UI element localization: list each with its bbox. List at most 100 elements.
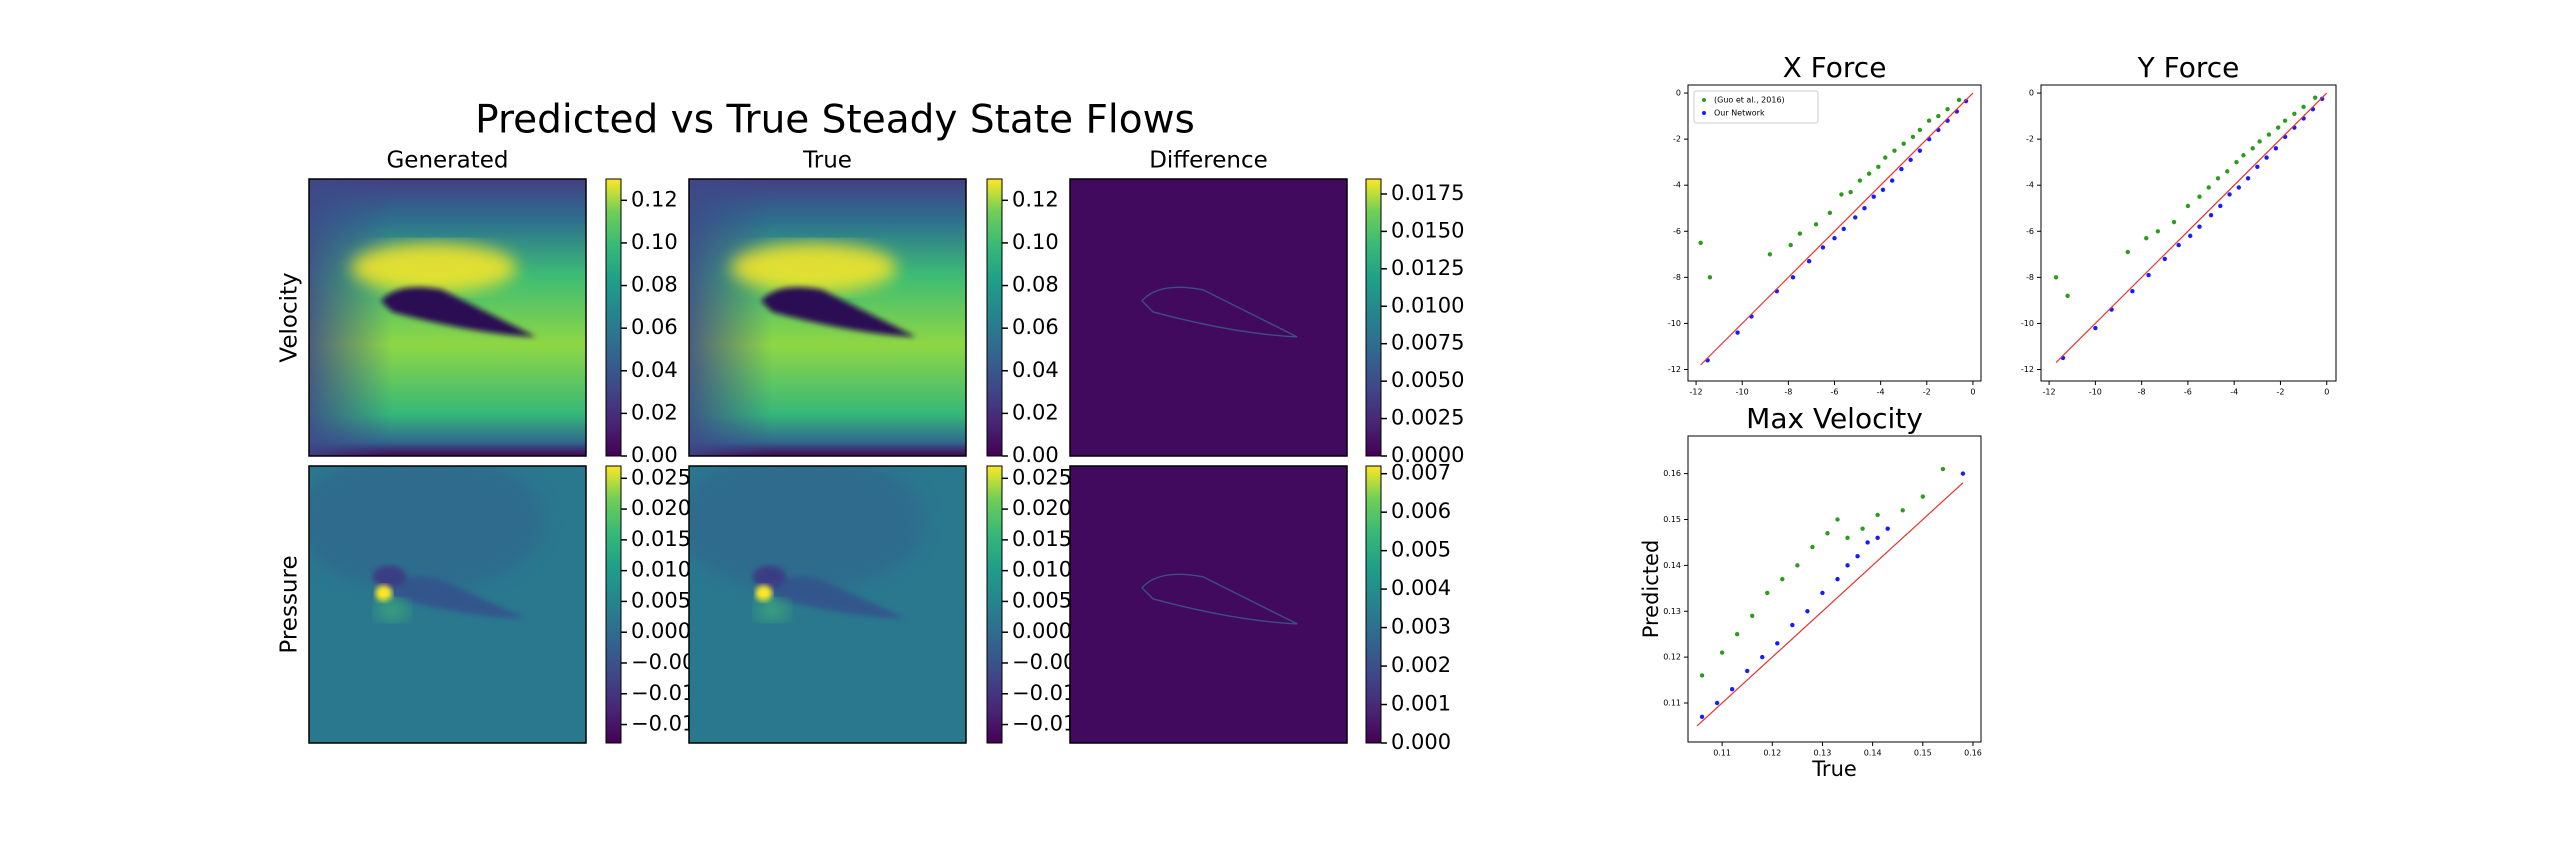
reference-line xyxy=(2055,92,2328,363)
colorbar xyxy=(1365,178,1382,457)
scatter-point xyxy=(2250,146,2255,151)
colorbar-tick-label: −0.01 xyxy=(631,712,695,736)
heatmap-frame xyxy=(308,465,587,744)
y-tick-label: 0.16 xyxy=(1663,469,1681,478)
colorbar xyxy=(1365,465,1382,744)
scatter-point xyxy=(2312,95,2318,100)
charts: X Force -12 -10 -8 -6 -4 -2 0 -12 -10 -8 -6 -4 -2 0 (Gu… xyxy=(1639,51,2337,781)
scatter-point xyxy=(1899,166,1904,172)
colorbar-tick-label: 0.025 xyxy=(631,465,691,489)
colorbar-tick-label: −0.00 xyxy=(631,650,695,674)
y-tick-label: -12 xyxy=(1668,365,1681,374)
heatmap-frame xyxy=(1069,178,1348,457)
row-label: Velocity xyxy=(277,272,303,362)
y-tick-label: 0.15 xyxy=(1663,515,1681,524)
scatter-point xyxy=(1797,231,1803,236)
colorbar-tick-label: 0.06 xyxy=(631,315,678,339)
scatter-point xyxy=(1698,240,1703,245)
colorbar-tick-label: 0.06 xyxy=(1012,315,1059,339)
colorbar-tick-label: 0.000 xyxy=(631,619,691,643)
scatter-point xyxy=(1855,553,1860,559)
scatter-point xyxy=(1910,134,1916,140)
scatter-point xyxy=(1795,563,1800,568)
scatter-point xyxy=(1832,235,1837,241)
colorbar-tick-label: 0.003 xyxy=(1391,615,1451,639)
scatter-point xyxy=(2227,192,2232,197)
scatter-point xyxy=(1866,171,1872,176)
y-tick-label: -12 xyxy=(2021,365,2034,374)
colorbar-tick-label: 0.007 xyxy=(1391,461,1451,485)
scatter-point xyxy=(2266,132,2272,137)
scatter-point xyxy=(1707,275,1713,280)
scatter-point xyxy=(1876,164,1881,169)
scatter-point xyxy=(1820,590,1825,596)
scatter-point xyxy=(1841,226,1846,232)
y-tick-label: -8 xyxy=(1673,273,1681,282)
legend-box xyxy=(1693,90,1819,124)
scatter-chart: Max Velocity 0.11 0.12 0.13 0.14 0.15 0.16 0.11… xyxy=(1639,402,1982,781)
scatter-point xyxy=(1917,127,1923,133)
scatter-point xyxy=(1875,535,1880,541)
scatter-point xyxy=(1788,242,1793,248)
y-tick-label: -10 xyxy=(1668,319,1681,328)
scatter-point xyxy=(1926,118,1932,123)
scatter-point xyxy=(1956,97,1962,103)
legend-label: (Guo et al., 2016) xyxy=(1714,96,1785,105)
scatter-point xyxy=(1885,526,1890,531)
x-tick-label: -10 xyxy=(2089,388,2102,397)
y-tick-label: -6 xyxy=(2026,227,2034,236)
scatter-point xyxy=(2225,169,2230,174)
colorbar-tick-label: 0.004 xyxy=(1391,576,1451,600)
scatter-point xyxy=(1848,189,1853,195)
colorbar-tick-label: 0.04 xyxy=(631,358,678,382)
scatter-point xyxy=(2218,203,2223,209)
colorbar-tick-label: 0.00 xyxy=(1012,443,1059,467)
column-title: Difference xyxy=(1149,148,1268,174)
scatter-point xyxy=(1806,259,1812,264)
chart-title: Y Force xyxy=(2137,51,2240,84)
scatter-point xyxy=(2125,249,2130,255)
scatter-point xyxy=(2162,256,2167,262)
scatter-point xyxy=(1745,668,1750,674)
legend-marker xyxy=(1702,98,1706,102)
scatter-point xyxy=(2236,185,2242,190)
scatter-point xyxy=(1845,535,1850,541)
x-tick-label: 0.12 xyxy=(1763,749,1781,758)
colorbar-tick-label: 0.000 xyxy=(1391,730,1451,754)
scatter-point xyxy=(1734,631,1740,637)
colorbar-tick-label: 0.0000 xyxy=(1391,443,1464,467)
colorbar-tick-label: 0.0075 xyxy=(1391,331,1464,355)
scatter-point xyxy=(1945,106,1950,112)
scatter-point xyxy=(2185,203,2191,209)
y-tick-label: 0 xyxy=(2029,89,2034,98)
scatter-point xyxy=(2241,153,2246,158)
scatter-point xyxy=(1917,148,1923,153)
scatter-point xyxy=(2301,104,2306,110)
x-tick-label: -2 xyxy=(2276,388,2284,397)
colorbar-tick-label: 0.02 xyxy=(631,400,678,424)
scatter-point xyxy=(1699,673,1705,678)
scatter-point xyxy=(2275,125,2281,130)
heatmap xyxy=(1070,179,1347,456)
scatter-point xyxy=(1790,622,1795,628)
scatter-point xyxy=(2188,233,2193,239)
scatter-point xyxy=(1860,526,1865,531)
colorbar-tick-label: −0.00 xyxy=(1012,650,1076,674)
x-tick-label: -4 xyxy=(2230,388,2238,397)
scatter-point xyxy=(1790,275,1796,280)
heatmap-frame xyxy=(688,178,967,457)
colorbar-tick-label: 0.12 xyxy=(631,187,678,211)
legend-label: Our Network xyxy=(1714,109,1765,118)
colorbar xyxy=(986,178,1003,457)
scatter-chart: X Force -12 -10 -8 -6 -4 -2 0 -12 -10 -8 -6 -4 -2 0 (Gu… xyxy=(1668,51,1982,397)
y-tick-label: 0.12 xyxy=(1663,653,1681,662)
scatter-point xyxy=(1862,206,1867,211)
y-tick-label: -6 xyxy=(1673,227,1681,236)
colorbar-tick-label: 0.010 xyxy=(631,558,691,582)
scatter-point xyxy=(2197,194,2202,199)
scatter-point xyxy=(1845,563,1850,568)
x-tick-label: 0.11 xyxy=(1713,749,1731,758)
scatter-point xyxy=(1908,157,1913,163)
scatter-point xyxy=(1827,210,1833,216)
colorbar-tick-label: −0.01 xyxy=(631,681,695,705)
